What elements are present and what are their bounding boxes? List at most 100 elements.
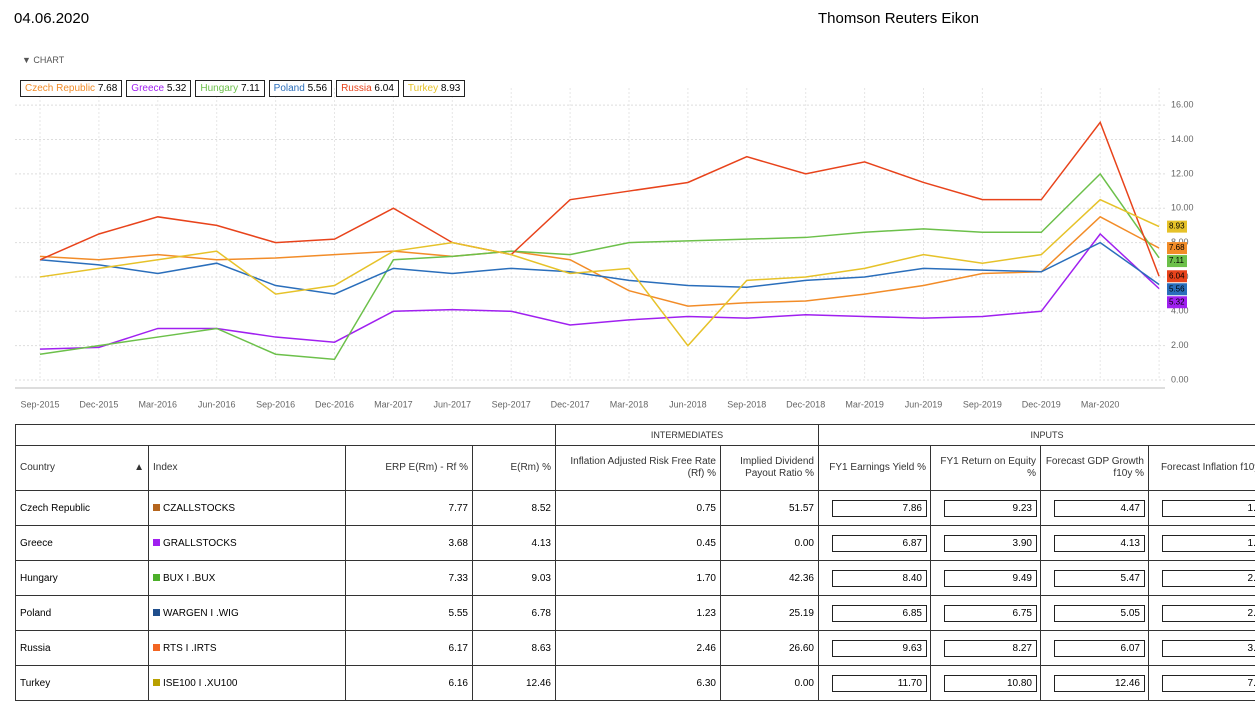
line-series <box>39 198 1160 347</box>
date: 04.06.2020 <box>14 10 90 27</box>
section-title: CHART <box>33 55 65 65</box>
value-cell: 26.60 <box>720 630 819 666</box>
x-tick-label: Dec-2018 <box>786 399 825 409</box>
index-cell: WARGEN I .WIG <box>148 595 346 631</box>
column-header: Inflation Adjusted Risk Free Rate (Rf) % <box>555 445 721 491</box>
y-tick-label: 2.00 <box>1171 340 1189 350</box>
value-cell: 0.75 <box>555 490 721 526</box>
value-box: 8.40 <box>832 569 927 587</box>
value-cell: 6.16 <box>345 665 473 701</box>
end-badge-label: 7.68 <box>1169 243 1185 252</box>
value-box: 2.47 <box>1162 604 1255 622</box>
legend-item: Greece 5.32 <box>126 80 192 97</box>
value-box: 3.70 <box>1162 639 1255 657</box>
end-badge-label: 5.32 <box>1169 297 1185 306</box>
value-cell: 1.69 <box>1147 525 1255 561</box>
table-row: Turkey ISE100 I .XU100 6.16 12.46 6.30 0.00 11… <box>15 665 1255 701</box>
x-tick-label: Mar-2020 <box>1081 399 1120 409</box>
country-cell: Hungary <box>15 560 149 596</box>
line-series <box>39 232 1160 350</box>
index-name: WARGEN I .WIG <box>163 607 239 619</box>
value-cell: 42.36 <box>720 560 819 596</box>
value-cell: 5.47 <box>1040 560 1149 596</box>
legend-value: 5.32 <box>166 83 187 94</box>
value-cell: 1.99 <box>1147 490 1255 526</box>
x-tick-label: Sep-2018 <box>727 399 766 409</box>
table-row: Czech Republic CZALLSTOCKS 7.77 8.52 0.75 51.… <box>15 490 1255 526</box>
column-header: FY1 Return on Equity % <box>930 445 1041 491</box>
y-tick-label: 16.00 <box>1171 100 1194 110</box>
legend-item: Hungary 7.11 <box>195 80 265 97</box>
legend-name: Greece <box>131 83 165 94</box>
value-cell: 8.52 <box>472 490 556 526</box>
x-tick-label: Jun-2016 <box>198 399 236 409</box>
value-cell: 9.03 <box>472 560 556 596</box>
column-header: E(Rm) % <box>472 445 556 491</box>
value-cell: 1.70 <box>555 560 721 596</box>
value-cell: 2.47 <box>1147 595 1255 631</box>
index-name: RTS I .IRTS <box>163 642 217 654</box>
end-badge <box>1167 270 1187 283</box>
value-box: 3.90 <box>944 534 1037 552</box>
value-box: 6.07 <box>1054 639 1145 657</box>
x-tick-label: Dec-2019 <box>1022 399 1061 409</box>
value-cell: 0.00 <box>720 665 819 701</box>
index-name: GRALLSTOCKS <box>163 537 237 549</box>
value-cell: 12.46 <box>472 665 556 701</box>
value-box: 12.46 <box>1054 674 1145 692</box>
x-tick-label: Jun-2018 <box>669 399 707 409</box>
value-box: 5.05 <box>1054 604 1145 622</box>
value-cell: 7.86 <box>818 490 931 526</box>
x-tick-label: Mar-2019 <box>845 399 884 409</box>
value-box: 4.13 <box>1054 534 1145 552</box>
source: Thomson Reuters Eikon <box>818 10 979 27</box>
index-swatch <box>153 573 160 581</box>
column-header: ERP E(Rm) - Rf % <box>345 445 473 491</box>
line-series <box>39 215 1160 307</box>
country-cell: Czech Republic <box>15 490 149 526</box>
index-swatch <box>153 608 160 616</box>
legend-name: Czech Republic <box>25 83 96 94</box>
value-cell: 3.68 <box>345 525 473 561</box>
column-header: Implied Dividend Payout Ratio % <box>720 445 819 491</box>
value-box: 5.47 <box>1054 569 1145 587</box>
column-header: Forecast GDP Growth f10y % <box>1040 445 1149 491</box>
index-swatch <box>153 678 160 686</box>
index-cell: BUX I .BUX <box>148 560 346 596</box>
value-cell: 1.23 <box>555 595 721 631</box>
value-cell: 3.90 <box>930 525 1041 561</box>
value-cell: 8.27 <box>930 630 1041 666</box>
value-box: 7.54 <box>1162 674 1255 692</box>
value-box: 1.99 <box>1162 499 1255 517</box>
column-header: Forecast Inflation f10y % <box>1147 445 1255 491</box>
value-box: 4.47 <box>1054 499 1145 517</box>
index-swatch <box>153 503 160 511</box>
legend-value: 8.93 <box>440 83 461 94</box>
line-series <box>39 172 1160 361</box>
index-cell: RTS I .IRTS <box>148 630 346 666</box>
end-badge <box>1167 283 1187 296</box>
x-tick-label: Sep-2017 <box>492 399 531 409</box>
value-box: 6.75 <box>944 604 1037 622</box>
end-badge <box>1167 255 1187 268</box>
value-cell: 6.85 <box>818 595 931 631</box>
value-box: 9.49 <box>944 569 1037 587</box>
column-header[interactable]: Country ▲ <box>15 445 149 491</box>
value-box: 2.94 <box>1162 569 1255 587</box>
x-tick-label: Mar-2018 <box>610 399 649 409</box>
table-row: Hungary BUX I .BUX 7.33 9.03 1.70 42.36 8.40 9.… <box>15 560 1255 596</box>
y-tick-label: 12.00 <box>1171 168 1194 178</box>
legend-name: Russia <box>341 83 372 94</box>
value-cell: 2.94 <box>1147 560 1255 596</box>
value-cell: 2.46 <box>555 630 721 666</box>
value-cell: 7.77 <box>345 490 473 526</box>
value-box: 6.87 <box>832 534 927 552</box>
value-cell: 8.40 <box>818 560 931 596</box>
index-name: ISE100 I .XU100 <box>163 677 238 689</box>
legend-name: Poland <box>273 83 305 94</box>
value-cell: 0.00 <box>720 525 819 561</box>
value-cell: 12.46 <box>1040 665 1149 701</box>
group-blank <box>15 424 556 446</box>
section-toggle[interactable]: ▼ CHART <box>22 55 65 65</box>
x-tick-label: Sep-2019 <box>963 399 1002 409</box>
